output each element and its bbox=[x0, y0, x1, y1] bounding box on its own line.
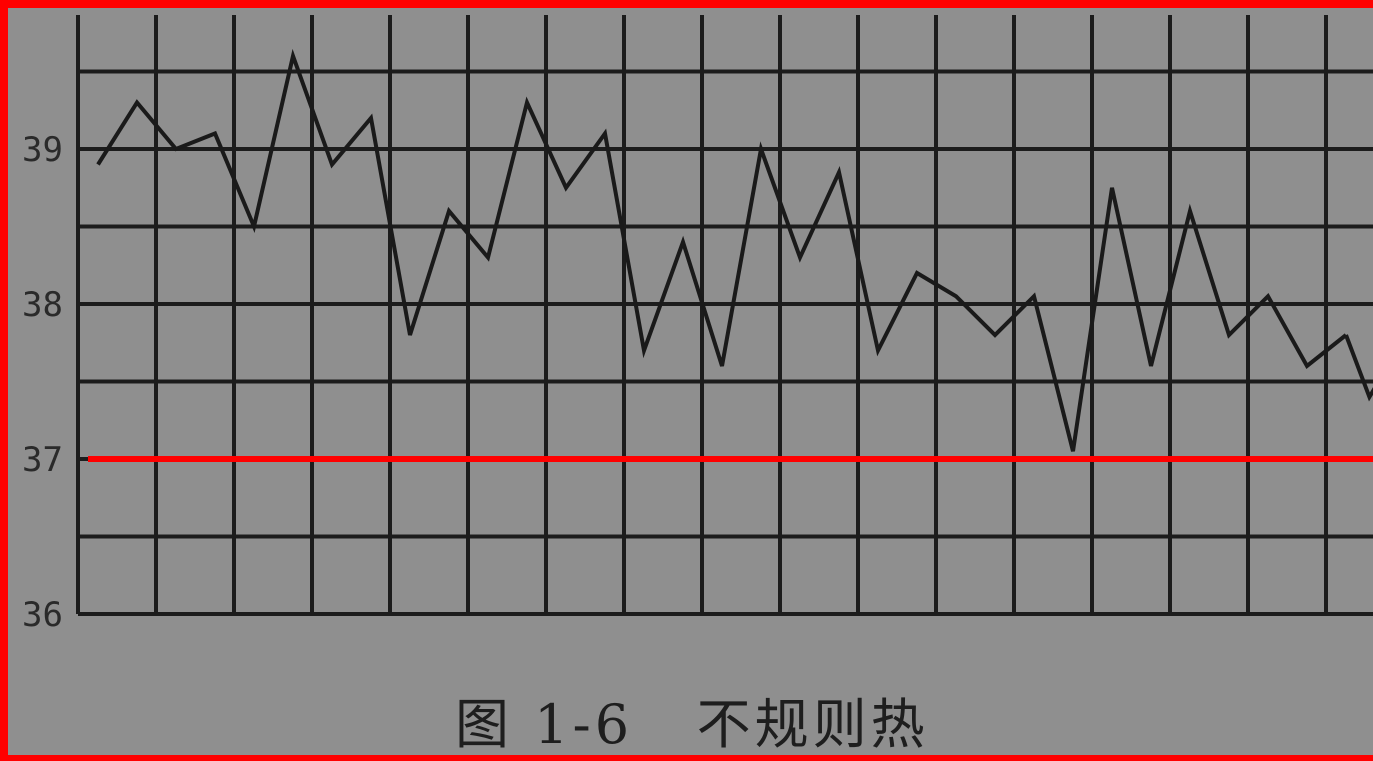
y-tick-label: 39 bbox=[22, 130, 63, 170]
chart-title: 图 1-6 不规则热 bbox=[455, 693, 929, 756]
y-axis-ticks: 36 37 38 39 bbox=[22, 130, 63, 635]
temperature-line bbox=[96, 48, 1348, 452]
y-tick-label: 37 bbox=[22, 440, 63, 480]
y-tick-label: 36 bbox=[22, 595, 63, 635]
grid bbox=[76, 15, 1373, 616]
y-tick-label: 38 bbox=[22, 285, 63, 325]
temperature-line-tail bbox=[1344, 334, 1373, 402]
series-temperature bbox=[96, 48, 1373, 452]
